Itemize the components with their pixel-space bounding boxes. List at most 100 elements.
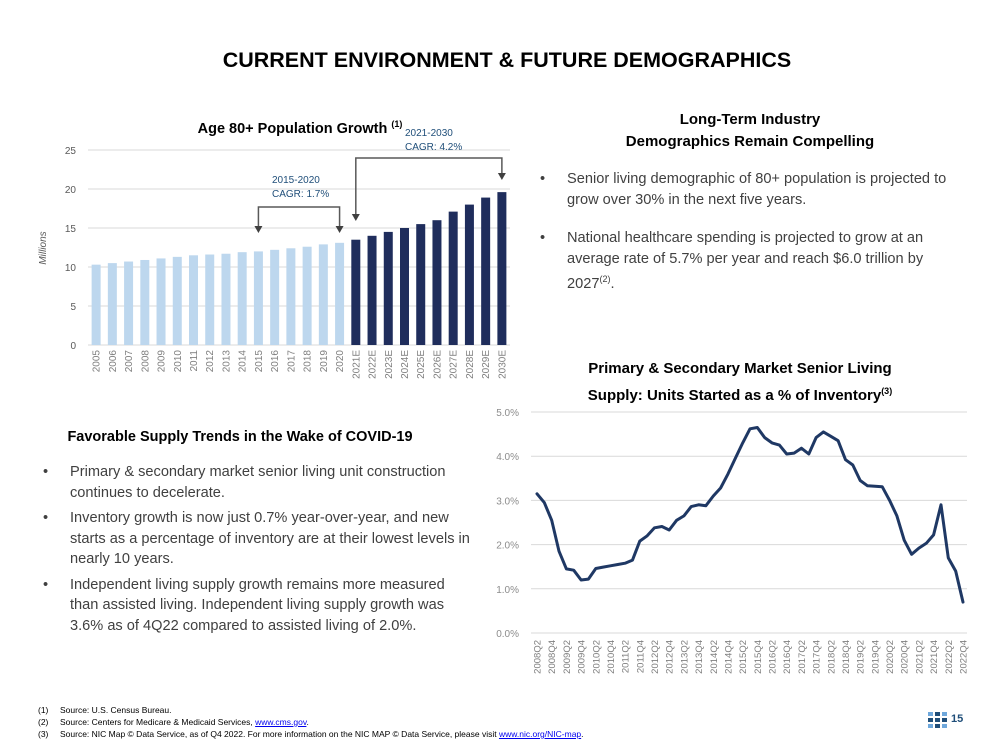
bar-2007 [124, 261, 134, 345]
footnote: (3) Source: NIC Map © Data Service, as of… [38, 728, 584, 740]
bar-2014 [237, 252, 247, 345]
footnote-number: (2) [38, 717, 49, 727]
supply-line-series [535, 426, 965, 604]
footnotes: (1) Source: U.S. Census Bureau. (2) Source… [38, 704, 584, 740]
x-tick-label: 2014Q2 [709, 640, 720, 674]
x-tick-label: 2028E [465, 350, 476, 379]
x-tick-label: 2010Q4 [606, 640, 617, 674]
footnote: (1) Source: U.S. Census Bureau. [38, 704, 584, 716]
x-tick-label: 2019Q2 [856, 640, 867, 674]
footnote-text: Source: U.S. Census Bureau. [60, 705, 172, 715]
annotation-period: 2015-2020 [272, 175, 320, 186]
bar-2021E [351, 239, 361, 345]
x-tick-label: 2024E [400, 350, 411, 379]
line-chart-title-line: Supply: Units Started as a % of Inventor… [587, 387, 882, 404]
x-tick-label: 2027E [449, 350, 460, 379]
x-tick-label: 2012Q2 [650, 640, 661, 674]
x-tick-label: 2014 [238, 350, 249, 373]
y-tick-label: 3.0% [496, 496, 519, 507]
x-tick-label: 2015Q4 [753, 640, 764, 674]
left-bullets: Primary & secondary market senior living… [40, 462, 470, 636]
footnote-punct: . [306, 717, 309, 727]
bar-2012 [205, 254, 215, 345]
x-tick-label: 2021E [351, 350, 362, 379]
bullet-text-end: . [610, 275, 615, 292]
x-tick-label: 2009Q2 [562, 640, 573, 674]
footnote-number: (3) [38, 729, 49, 739]
arrow-down-icon [497, 173, 506, 180]
x-tick-label: 2005 [92, 350, 103, 373]
x-tick-label: 2026E [432, 350, 443, 379]
x-tick-label: 2011Q2 [621, 640, 632, 673]
y-tick-label: 4.0% [496, 452, 519, 463]
x-tick-label: 2015 [254, 350, 265, 373]
x-tick-label: 2025E [416, 350, 427, 379]
x-tick-label: 2020Q2 [885, 640, 896, 674]
bar-2008 [140, 259, 150, 345]
x-tick-label: 2012Q4 [665, 640, 676, 674]
footnote-text: Source: NIC Map © Data Service, as of Q4… [60, 729, 499, 739]
bar-2010 [172, 256, 182, 345]
page-title: CURRENT ENVIRONMENT & FUTURE DEMOGRAPHIC… [222, 48, 792, 72]
x-tick-label: 2007 [124, 350, 135, 373]
x-tick-label: 2022E [368, 350, 379, 379]
x-tick-label: 2008Q2 [533, 640, 544, 674]
cms-link[interactable]: www.cms.gov [255, 717, 307, 727]
bar-2013 [221, 253, 231, 345]
y-tick-label: 0 [70, 341, 76, 352]
x-tick-label: 2023E [384, 350, 395, 379]
bar-2018 [302, 246, 312, 345]
x-tick-label: 2018Q4 [841, 640, 852, 674]
bar-chart-title-text: Age 80+ Population Growth [197, 120, 388, 137]
x-tick-label: 2016Q4 [782, 640, 793, 674]
x-tick-label: 2009Q4 [577, 640, 588, 674]
x-tick-label: 2030E [497, 350, 508, 379]
footnote-number: (1) [38, 705, 49, 715]
bar-2020 [335, 242, 345, 345]
bar-2024E [400, 228, 409, 345]
x-tick-label: 2012 [205, 350, 216, 373]
bar-2022E [367, 235, 377, 345]
line-chart-title: Primary & Secondary Market Senior Living… [530, 358, 950, 407]
x-tick-label: 2008 [140, 350, 151, 373]
x-tick-label: 2017 [286, 350, 297, 373]
x-tick-label: 2016Q2 [768, 640, 779, 674]
bar-2023E [383, 231, 393, 345]
y-tick-label: 25 [65, 146, 77, 157]
footnote-text: Source: Centers for Medicare & Medicaid … [60, 717, 256, 727]
bullet-item: Primary & secondary market senior living… [40, 462, 470, 503]
heading-line: Demographics Remain Compelling [625, 133, 875, 150]
x-tick-label: 2008Q4 [547, 640, 558, 674]
x-tick-label: 2013Q4 [694, 640, 705, 674]
cagr-bracket [355, 157, 503, 218]
y-axis-label: Millions [38, 231, 49, 264]
page-number: 15 [951, 713, 964, 725]
annotation-period: 2021-2030 [405, 128, 453, 139]
arrow-down-icon [335, 226, 344, 233]
x-tick-label: 2022Q2 [944, 640, 955, 674]
bar-2026E [432, 220, 442, 345]
bar-2019 [318, 244, 328, 345]
x-tick-label: 2006 [108, 350, 119, 373]
annotation-2015-2020: 2015-2020 CAGR: 1.7% [272, 174, 329, 202]
x-tick-label: 2017Q4 [812, 640, 823, 674]
x-tick-label: 2020 [335, 350, 346, 373]
nic-map-link[interactable]: www.nic.org/NIC-map [498, 729, 582, 739]
x-tick-label: 2009 [157, 350, 168, 373]
cagr-bracket [257, 206, 341, 230]
bar-2030E [497, 192, 507, 345]
annotation-cagr: CAGR: 4.2% [405, 142, 463, 153]
y-tick-label: 0.0% [496, 629, 519, 640]
x-tick-label: 2018 [303, 350, 314, 373]
bar-2011 [189, 255, 198, 345]
y-tick-label: 5.0% [496, 408, 519, 419]
x-tick-label: 2018Q2 [826, 640, 837, 674]
x-tick-label: 2011 [189, 350, 200, 372]
bar-chart-title-sup: (1) [391, 119, 403, 129]
x-tick-label: 2019Q4 [870, 640, 881, 674]
right-bullets: Senior living demographic of 80+ populat… [537, 169, 947, 294]
line-chart-title-line: Primary & Secondary Market Senior Living [588, 360, 892, 377]
x-tick-label: 2021Q2 [914, 640, 925, 674]
